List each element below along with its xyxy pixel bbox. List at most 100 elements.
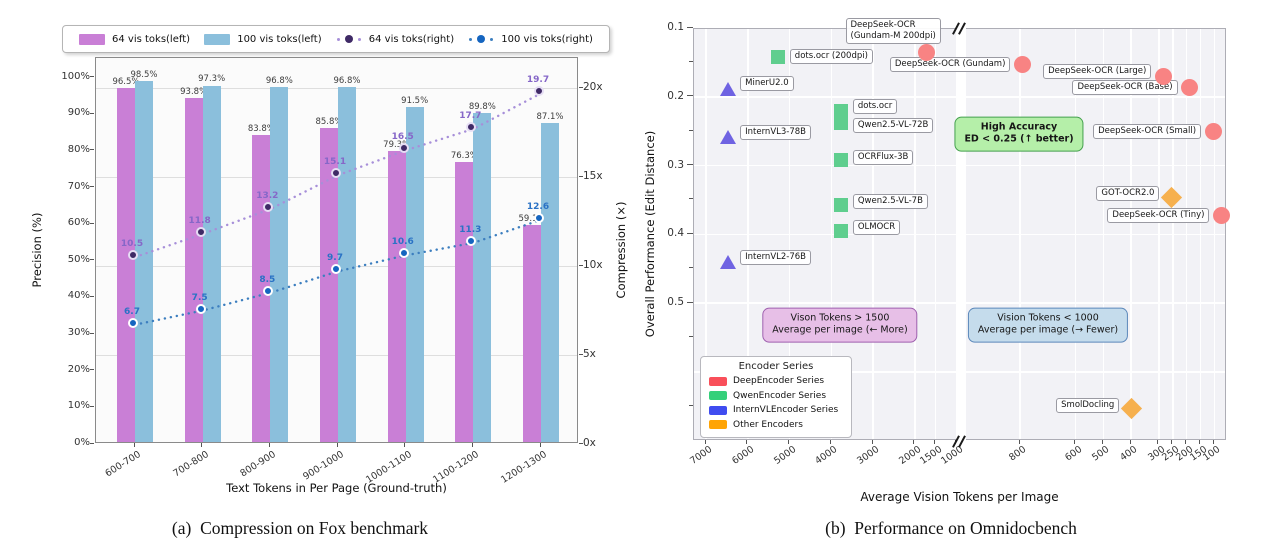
x-tick	[1171, 440, 1173, 444]
x-tick	[829, 440, 831, 444]
y-tick-left	[90, 222, 94, 224]
x-tick	[471, 443, 473, 447]
x-tick-label: 7000	[688, 444, 715, 467]
compression-value-label: 8.5	[259, 274, 276, 285]
compression-value-label: 6.7	[124, 306, 140, 317]
x-tick-label: 800	[1007, 444, 1029, 464]
chart-a-plot-area: 96.5% 93.8% 83.8% 85.8% 79.3% 76.3% 59.1% 98.5%…	[95, 57, 578, 443]
bar-100-toks	[202, 85, 221, 442]
chart-a-fox-benchmark: 64 vis toks(left) 100 vis toks(left) 64 vi…	[30, 25, 628, 538]
x-tick	[746, 440, 748, 444]
scatter-point-label: Qwen2.5-VL-7B	[852, 194, 928, 210]
legend-label: InternVLEncoder Series	[733, 405, 839, 416]
legend-title: Encoder Series	[738, 361, 814, 372]
x-tick-label: 600	[1062, 444, 1084, 464]
compression-dot-64	[263, 202, 274, 213]
compression-dot-100	[263, 285, 274, 296]
y-tick-label: 0.1	[667, 21, 684, 33]
bar-value-label: 83.8%	[247, 123, 275, 134]
y-tick-left	[90, 295, 94, 297]
compression-dot-64	[331, 168, 341, 179]
annotation-right-zone: Vision Tokens < 1000 Average per image (…	[967, 307, 1129, 343]
compression-dot-64	[195, 226, 206, 237]
bar-100-toks	[270, 87, 289, 442]
marker-dot	[477, 35, 486, 43]
y-tick-label-left: 70%	[67, 180, 90, 192]
y-tick	[687, 232, 693, 234]
legend-label: Other Encoders	[733, 419, 803, 430]
compression-value-label: 19.7	[526, 75, 550, 86]
scatter-point-label: SmolDocling	[1056, 397, 1120, 413]
legend-label: 64 vis toks(right)	[368, 33, 455, 45]
legend-label: 100 vis toks(left)	[237, 33, 322, 45]
bar-value-label: 59.1%	[518, 214, 546, 225]
x-tick-label: 500	[1090, 444, 1112, 464]
bar-value-label: 79.3%	[383, 140, 411, 151]
y-tick-label-right: 10x	[583, 259, 603, 271]
x-tick	[336, 443, 338, 447]
y-minor-tick	[689, 129, 693, 131]
scatter-point-label: InternVL3-78B	[740, 124, 811, 140]
compression-dot-100	[398, 248, 409, 259]
y-tick-label-left: 0%	[74, 437, 90, 448]
y-tick-label: 0.4	[667, 227, 684, 240]
y-tick-label-right: 0x	[583, 437, 596, 449]
x-tick	[1018, 440, 1020, 444]
dash-dot	[336, 37, 340, 41]
compression-dot-100	[128, 317, 138, 328]
scatter-point-square	[833, 197, 848, 212]
bar-100-toks	[473, 112, 492, 442]
chart-a-legend: 64 vis toks(left) 100 vis toks(left) 64 vi…	[62, 25, 610, 53]
bar-100-toks	[405, 106, 424, 442]
x-tick	[704, 440, 706, 444]
y-tick-label-left: 20%	[67, 363, 90, 375]
legend-swatch-64-bar	[79, 33, 105, 45]
marker-dot	[344, 35, 353, 43]
compression-dot-64	[398, 143, 409, 154]
bar-100-toks	[541, 122, 560, 442]
y-minor-tick	[689, 335, 693, 337]
legend-item: DeepEncoder Series	[709, 374, 843, 389]
scatter-point-circle	[1212, 206, 1230, 224]
legend-swatch	[709, 420, 727, 430]
compression-value-label: 16.5	[391, 132, 414, 143]
x-tick-label: 700-800	[170, 449, 211, 480]
y-tick-left	[90, 405, 94, 407]
dash-dot	[469, 37, 473, 41]
bar-value-label: 93.8%	[180, 87, 208, 98]
chart-a-y-axis-label-right: Compression (×)	[614, 201, 628, 299]
y-tick-label: 0.5	[667, 296, 684, 308]
axis-break-band	[956, 27, 966, 443]
bar-100-toks	[338, 87, 356, 442]
x-tick-label: 2000	[896, 444, 924, 467]
y-tick-right	[579, 264, 583, 266]
bar-64-toks	[320, 127, 338, 442]
x-tick-label: 600-700	[103, 449, 143, 480]
compression-dot-64	[466, 121, 477, 132]
compression-dot-100	[331, 264, 341, 275]
bar-value-label: 89.8%	[468, 101, 496, 112]
y-tick	[687, 26, 693, 28]
x-tick	[913, 440, 915, 444]
dash-dot	[490, 37, 494, 41]
compression-value-label: 12.6	[526, 201, 550, 212]
scatter-point-label: OLMOCR	[852, 220, 901, 236]
caption-b: (b) Performance on Omnidocbench	[825, 518, 1077, 538]
y-tick-right	[579, 442, 583, 444]
scatter-point-square	[833, 115, 848, 130]
x-tick	[1074, 440, 1076, 444]
bar-value-label: 87.1%	[536, 111, 564, 122]
bar-value-label: 85.8%	[315, 116, 343, 127]
bar-64-toks	[387, 151, 406, 442]
legend-item: 100 vis toks(right)	[468, 33, 593, 45]
x-tick	[788, 440, 789, 444]
scatter-point-circle	[1154, 67, 1172, 85]
legend-label: DeepEncoder Series	[733, 376, 825, 387]
compression-value-label: 10.6	[391, 237, 414, 248]
x-tick-label: 400	[1118, 444, 1140, 464]
bar-value-label: 91.5%	[401, 95, 429, 106]
x-tick-label: 5000	[771, 444, 798, 467]
scatter-point-square	[833, 104, 848, 119]
bar-100-toks	[135, 81, 153, 442]
